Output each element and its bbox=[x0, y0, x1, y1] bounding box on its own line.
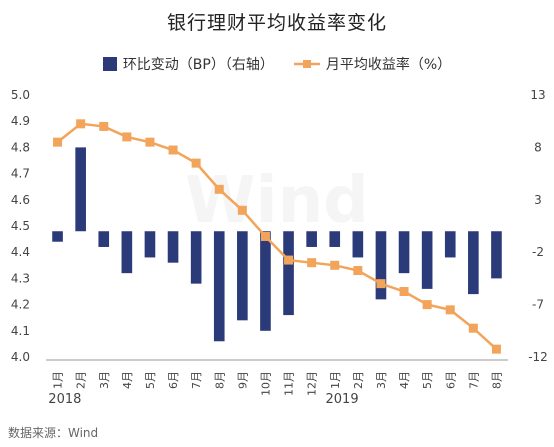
x-tick-label: 5月 bbox=[144, 371, 157, 389]
x-tick-label: 6月 bbox=[167, 371, 180, 389]
line-point bbox=[353, 266, 363, 276]
year-label: 2019 bbox=[326, 392, 359, 407]
y-left-tick-label: 4.4 bbox=[11, 245, 30, 259]
x-tick-label: 11月 bbox=[283, 371, 296, 396]
legend-line-swatch bbox=[293, 60, 320, 68]
bar bbox=[491, 231, 502, 279]
x-tick-label: 5月 bbox=[421, 371, 434, 389]
line-point bbox=[191, 158, 201, 168]
x-tick-label: 4月 bbox=[121, 371, 134, 389]
y-left-tick-label: 4.7 bbox=[11, 167, 30, 181]
line-point bbox=[260, 231, 270, 241]
y-left-tick-label: 4.1 bbox=[11, 324, 30, 338]
bar bbox=[398, 231, 410, 274]
x-tick-label: 8月 bbox=[213, 371, 226, 389]
y-left-tick-label: 4.8 bbox=[11, 140, 30, 154]
y-left-tick-label: 4.0 bbox=[11, 350, 30, 364]
y-right-tick-label: 3 bbox=[534, 193, 542, 207]
line-point bbox=[53, 137, 63, 147]
y-left-tick-label: 4.2 bbox=[11, 298, 30, 312]
bar bbox=[421, 231, 433, 289]
x-tick-label: 3月 bbox=[98, 371, 111, 389]
line-point bbox=[330, 260, 340, 270]
bar bbox=[468, 231, 479, 295]
y-right-tick-label: 13 bbox=[530, 88, 545, 102]
x-tick-label: 10月 bbox=[259, 371, 272, 396]
y-right-tick-label: -7 bbox=[532, 298, 544, 312]
x-tick-label: 8月 bbox=[490, 371, 503, 389]
bar bbox=[329, 231, 341, 247]
y-right-tick-label: 8 bbox=[534, 140, 542, 154]
x-tick-label: 1月 bbox=[52, 371, 65, 389]
y-right-tick-label: -2 bbox=[532, 245, 544, 259]
x-tick-label: 3月 bbox=[375, 371, 388, 389]
line-point bbox=[445, 305, 455, 315]
bar bbox=[213, 231, 225, 342]
line-point bbox=[76, 119, 86, 129]
bar bbox=[98, 231, 110, 247]
line-point bbox=[468, 323, 478, 333]
bar bbox=[306, 231, 317, 247]
legend-item-line: 月平均收益率（%） bbox=[293, 54, 452, 74]
x-tick-label: 12月 bbox=[306, 371, 319, 396]
line-point bbox=[399, 287, 409, 296]
line-point bbox=[168, 145, 178, 155]
y-left-tick-label: 5.0 bbox=[11, 88, 30, 102]
watermark: Wind bbox=[185, 164, 369, 238]
bar bbox=[352, 231, 364, 258]
y-right-tick-label: -12 bbox=[528, 350, 548, 364]
bar bbox=[144, 231, 156, 258]
line-point bbox=[376, 279, 386, 289]
x-tick-label: 4月 bbox=[398, 371, 411, 389]
x-tick-label: 6月 bbox=[444, 371, 457, 389]
bar bbox=[283, 231, 294, 316]
legend-line-label: 月平均收益率（%） bbox=[325, 57, 452, 73]
line-point bbox=[122, 132, 132, 142]
legend: 环比变动（BP）（右轴） 月平均收益率（%） bbox=[0, 54, 554, 74]
bar bbox=[260, 231, 271, 331]
bar bbox=[375, 231, 387, 300]
x-tick-label: 9月 bbox=[236, 371, 249, 389]
bar bbox=[52, 231, 63, 242]
x-tick-label: 2月 bbox=[75, 371, 88, 389]
line-point bbox=[237, 205, 247, 215]
bar bbox=[121, 231, 133, 274]
line-point bbox=[422, 300, 432, 310]
line-point bbox=[307, 258, 317, 268]
legend-bar-swatch bbox=[102, 57, 117, 71]
y-left-tick-label: 4.6 bbox=[11, 193, 30, 207]
x-tick-label: 1月 bbox=[329, 371, 342, 389]
bar bbox=[190, 231, 202, 284]
line-point bbox=[491, 344, 501, 354]
bar bbox=[167, 231, 179, 263]
bar bbox=[75, 147, 86, 232]
legend-item-bar: 环比变动（BP）（右轴） bbox=[102, 54, 274, 74]
y-left-tick-label: 4.3 bbox=[11, 271, 30, 285]
legend-bar-label: 环比变动（BP）（右轴） bbox=[122, 57, 274, 73]
y-left-tick-label: 4.5 bbox=[11, 219, 30, 233]
x-tick-label: 7月 bbox=[190, 371, 203, 389]
year-label: 2018 bbox=[48, 392, 81, 407]
bar bbox=[444, 231, 456, 258]
x-tick-label: 7月 bbox=[467, 371, 480, 389]
line-point bbox=[284, 255, 294, 265]
x-tick-label: 2月 bbox=[352, 371, 365, 389]
line-point bbox=[99, 121, 109, 131]
bar bbox=[237, 231, 248, 321]
source-note: 数据来源：Wind bbox=[8, 426, 99, 440]
line-point bbox=[214, 184, 224, 194]
y-left-tick-label: 4.9 bbox=[11, 114, 30, 128]
line-point bbox=[145, 137, 155, 147]
chart-title: 银行理财平均收益率变化 bbox=[166, 12, 387, 34]
